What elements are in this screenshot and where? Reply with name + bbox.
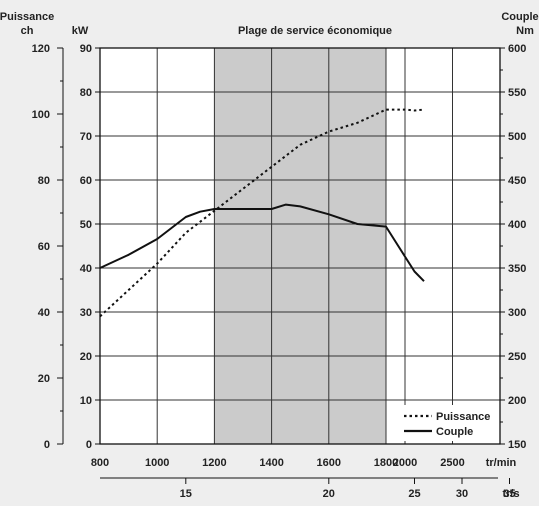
kw-tick-label: 60 — [80, 175, 92, 187]
nm-tick-label: 300 — [508, 307, 526, 319]
nm-tick-label: 450 — [508, 175, 526, 187]
chart-title: Plage de service économique — [238, 25, 392, 37]
series-line-couple — [99, 203, 425, 282]
nm-tick-label: 150 — [508, 439, 526, 451]
band-layer — [100, 48, 500, 444]
kw-tick-label: 70 — [80, 131, 92, 143]
nm-tick-label: 350 — [508, 263, 526, 275]
kw-tick-label: 10 — [80, 395, 92, 407]
x-tick-label: 800 — [91, 457, 109, 469]
kw-tick-label: 80 — [80, 87, 92, 99]
ch-tick-label: 100 — [32, 109, 50, 121]
right-axis-title: Couple — [501, 11, 538, 23]
series-line-puissance — [99, 108, 425, 318]
ch-tick-label: 60 — [38, 241, 50, 253]
kw-tick-label: 0 — [86, 439, 92, 451]
x2-axis-title: tr/s — [502, 488, 519, 500]
nm-tick-label: 200 — [508, 395, 526, 407]
nm-tick-label: 600 — [508, 43, 526, 55]
x-tick-label: 1200 — [202, 457, 226, 469]
left-axis-unit-ch: ch — [21, 25, 34, 37]
economic-band — [214, 48, 386, 444]
x-tick-label: 1400 — [259, 457, 283, 469]
left-axis-title: Puissance — [0, 11, 54, 23]
x-tick-label: 2500 — [440, 457, 464, 469]
x-tick-label: 1800 — [374, 457, 398, 469]
kw-tick-label: 50 — [80, 219, 92, 231]
nm-tick-label: 400 — [508, 219, 526, 231]
x-axis-title: tr/min — [486, 457, 517, 469]
legend-label-puissance: Puissance — [436, 411, 490, 423]
legend-label-couple: Couple — [436, 426, 473, 438]
x2-tick-label: 20 — [323, 488, 335, 500]
ch-tick-label: 80 — [38, 175, 50, 187]
kw-tick-label: 40 — [80, 263, 92, 275]
ch-tick-label: 120 — [32, 43, 50, 55]
nm-tick-label: 500 — [508, 131, 526, 143]
x-tick-label: 1000 — [145, 457, 169, 469]
x2-tick-label: 35 — [503, 488, 515, 500]
left-axis-unit-kw: kW — [72, 25, 89, 37]
kw-tick-label: 90 — [80, 43, 92, 55]
grid-layer — [100, 48, 500, 444]
right-axis-unit-nm: Nm — [516, 25, 534, 37]
x2-tick-label: 30 — [456, 488, 468, 500]
series-layer — [99, 108, 425, 318]
ch-tick-label: 20 — [38, 373, 50, 385]
x-tick-label: 2000 — [393, 457, 417, 469]
ch-tick-label: 0 — [44, 439, 50, 451]
nm-tick-label: 550 — [508, 87, 526, 99]
kw-tick-label: 20 — [80, 351, 92, 363]
nm-tick-label: 250 — [508, 351, 526, 363]
x2-tick-label: 15 — [180, 488, 192, 500]
x2-tick-label: 25 — [408, 488, 420, 500]
kw-tick-label: 30 — [80, 307, 92, 319]
ch-tick-label: 40 — [38, 307, 50, 319]
legend: Puissance Couple — [398, 405, 494, 441]
legend-box — [398, 405, 494, 441]
x-tick-label: 1600 — [317, 457, 341, 469]
plot-frame — [99, 47, 501, 445]
